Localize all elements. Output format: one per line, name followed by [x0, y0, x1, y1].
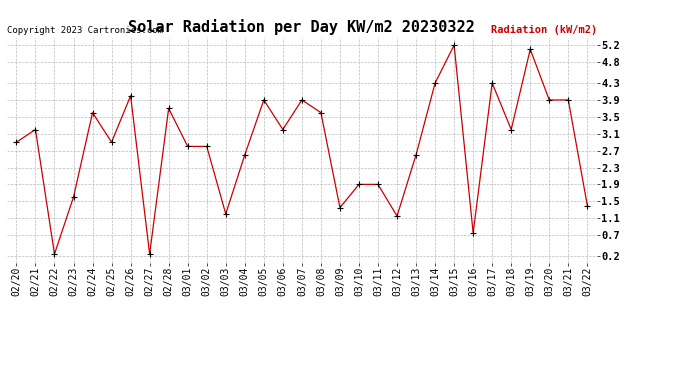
Title: Solar Radiation per Day KW/m2 20230322: Solar Radiation per Day KW/m2 20230322 [128, 19, 475, 35]
Text: Copyright 2023 Cartronics.com: Copyright 2023 Cartronics.com [7, 26, 163, 35]
Text: Radiation (kW/m2): Radiation (kW/m2) [491, 25, 597, 35]
